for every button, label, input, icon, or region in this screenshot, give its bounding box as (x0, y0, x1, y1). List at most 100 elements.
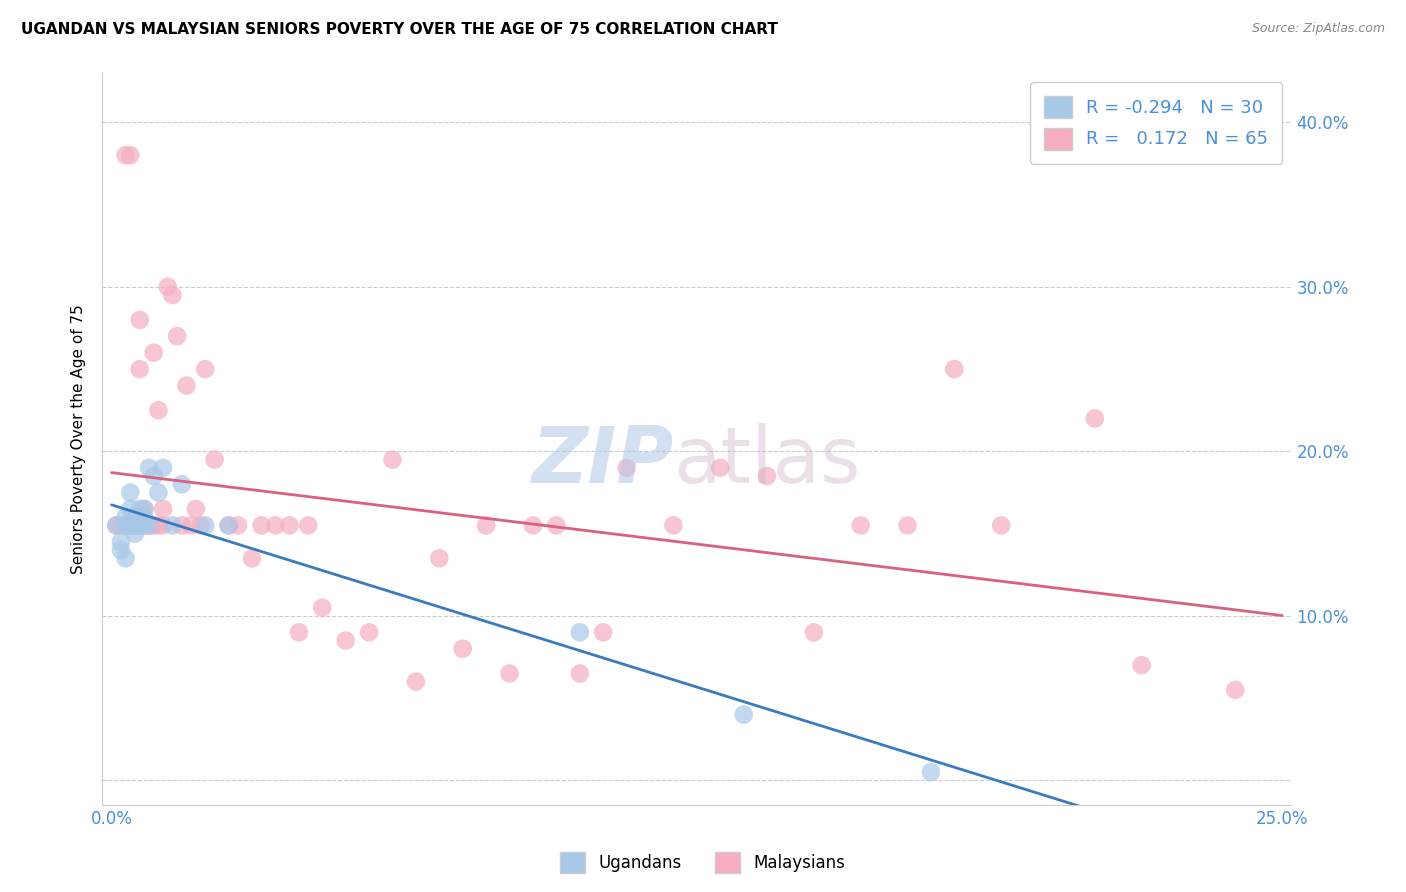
Point (568, 666, 591, 681)
Point (124, 510, 146, 524)
Point (427, 551, 450, 566)
Text: Source: ZipAtlas.com: Source: ZipAtlas.com (1251, 22, 1385, 36)
Point (849, 518, 872, 533)
Point (616, 460, 638, 475)
Text: ZIP: ZIP (531, 423, 673, 499)
Point (142, 469, 165, 483)
Point (1225, 682, 1247, 697)
Point (128, 362, 150, 376)
Point (546, 518, 568, 533)
Point (142, 518, 165, 533)
Point (148, 518, 170, 533)
Point (162, 518, 184, 533)
Point (226, 518, 249, 533)
Point (120, 148, 142, 162)
Point (138, 518, 160, 533)
Point (128, 518, 150, 533)
Point (896, 518, 918, 533)
Point (134, 502, 156, 516)
Point (451, 641, 474, 656)
Point (475, 518, 498, 533)
Point (359, 625, 381, 640)
Point (204, 452, 226, 467)
Point (128, 510, 150, 524)
Point (194, 362, 217, 376)
Point (110, 534, 132, 549)
Point (405, 674, 427, 689)
Point (920, 765, 942, 780)
Point (105, 518, 128, 533)
Legend: R = -0.294   N = 30, R =   0.172   N = 65: R = -0.294 N = 30, R = 0.172 N = 65 (1031, 82, 1282, 164)
Point (568, 625, 591, 640)
Point (128, 312, 150, 326)
Point (662, 518, 685, 533)
Point (218, 518, 240, 533)
Point (128, 502, 150, 516)
Point (170, 518, 193, 533)
Point (240, 551, 263, 566)
Point (381, 452, 404, 467)
Point (114, 518, 136, 533)
Point (190, 518, 212, 533)
Point (134, 518, 156, 533)
Point (733, 707, 755, 722)
Point (148, 485, 170, 500)
Point (170, 477, 193, 491)
Point (278, 518, 301, 533)
Point (592, 625, 614, 640)
Point (120, 485, 142, 500)
Point (110, 518, 132, 533)
Point (124, 518, 146, 533)
Point (105, 518, 128, 533)
Point (134, 518, 156, 533)
Point (148, 403, 170, 417)
Point (176, 378, 198, 392)
Point (498, 666, 520, 681)
Point (180, 518, 202, 533)
Point (114, 510, 136, 524)
Point (756, 469, 779, 483)
Point (194, 518, 217, 533)
Point (138, 460, 160, 475)
Point (311, 600, 333, 615)
Text: atlas: atlas (673, 423, 860, 499)
Point (124, 518, 146, 533)
Point (138, 518, 160, 533)
Y-axis label: Seniors Poverty Over the Age of 75: Seniors Poverty Over the Age of 75 (72, 304, 86, 574)
Point (297, 518, 319, 533)
Point (134, 510, 156, 524)
Point (152, 502, 174, 516)
Point (114, 551, 136, 566)
Text: UGANDAN VS MALAYSIAN SENIORS POVERTY OVER THE AGE OF 75 CORRELATION CHART: UGANDAN VS MALAYSIAN SENIORS POVERTY OVE… (21, 22, 778, 37)
Point (114, 518, 136, 533)
Point (522, 518, 544, 533)
Point (184, 502, 207, 516)
Point (142, 345, 165, 359)
Point (152, 518, 174, 533)
Point (152, 460, 174, 475)
Point (134, 502, 156, 516)
Point (288, 625, 311, 640)
Point (114, 148, 136, 162)
Legend: Ugandans, Malaysians: Ugandans, Malaysians (554, 846, 852, 880)
Point (110, 543, 132, 558)
Point (803, 625, 825, 640)
Point (120, 502, 142, 516)
Point (250, 518, 273, 533)
Point (162, 288, 184, 302)
Point (335, 633, 357, 648)
Point (138, 518, 160, 533)
Point (128, 518, 150, 533)
Point (264, 518, 287, 533)
Point (120, 518, 142, 533)
Point (156, 280, 179, 294)
Point (709, 460, 731, 475)
Point (943, 362, 966, 376)
Point (166, 329, 188, 343)
Point (1130, 658, 1153, 673)
Point (124, 510, 146, 524)
Point (1084, 411, 1107, 425)
Point (990, 518, 1012, 533)
Point (124, 526, 146, 541)
Point (120, 518, 142, 533)
